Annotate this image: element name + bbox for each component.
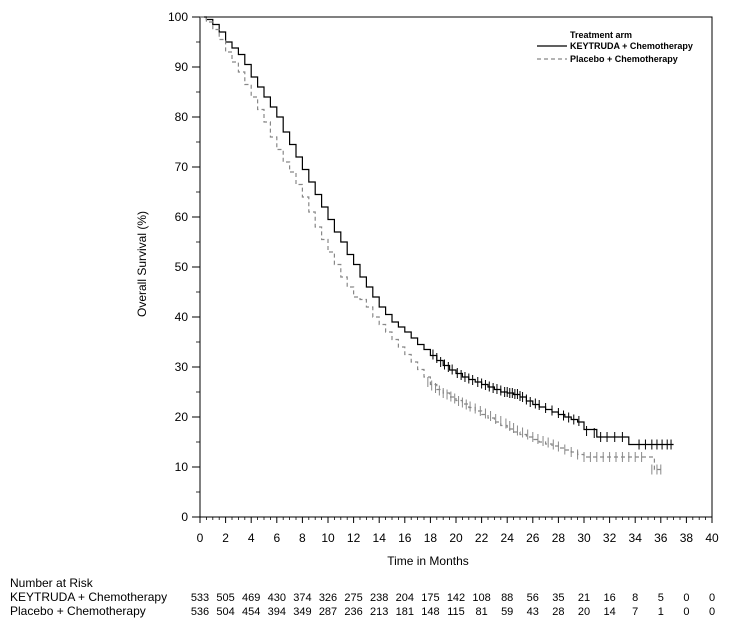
x-tick-label: 4 <box>248 531 255 545</box>
x-axis-label: Time in Months <box>387 554 469 568</box>
legend-title: Treatment arm <box>570 30 632 40</box>
risk-table-title: Number at Risk <box>10 576 93 590</box>
x-tick-label: 6 <box>273 531 280 545</box>
risk-value: 469 <box>242 592 261 604</box>
risk-value: 115 <box>447 606 465 618</box>
y-tick-label: 40 <box>175 310 189 324</box>
x-tick-label: 18 <box>424 531 438 545</box>
risk-row-label-keytruda: KEYTRUDA + Chemotherapy <box>10 590 168 604</box>
x-tick-label: 32 <box>603 531 617 545</box>
risk-value: 454 <box>242 606 261 618</box>
risk-value: 7 <box>632 606 639 618</box>
risk-value: 21 <box>577 592 591 604</box>
risk-value: 287 <box>318 606 338 618</box>
risk-value: 430 <box>267 592 286 604</box>
y-tick-label: 70 <box>175 160 189 174</box>
x-tick-label: 34 <box>629 531 643 545</box>
y-tick-label: 100 <box>168 10 188 24</box>
x-tick-label: 30 <box>577 531 591 545</box>
y-tick-label: 60 <box>175 210 189 224</box>
y-tick-label: 20 <box>175 410 189 424</box>
risk-value: 108 <box>472 592 491 604</box>
y-tick-label: 80 <box>175 110 189 124</box>
risk-value: 14 <box>603 606 616 618</box>
y-tick-label: 50 <box>175 260 189 274</box>
risk-value: 238 <box>370 592 389 604</box>
risk-value: 394 <box>267 606 286 618</box>
keytruda-survival-curve <box>200 16 674 446</box>
y-axis: 0 10 20 30 40 50 60 70 80 90 100 <box>168 10 200 524</box>
censor-layer <box>427 349 672 475</box>
risk-value: 28 <box>552 606 565 618</box>
risk-value: 16 <box>603 592 616 604</box>
x-axis: 0 2 4 6 8 10 12 14 16 18 20 22 24 26 28 30 32 34 36 38 40 <box>197 517 719 545</box>
risk-value: 56 <box>526 592 539 604</box>
x-tick-label: 36 <box>654 531 668 545</box>
x-tick-label: 2 <box>222 531 229 545</box>
risk-value: 142 <box>446 592 466 604</box>
y-axis-label: Overall Survival (%) <box>135 211 149 317</box>
risk-value: 505 <box>216 592 235 604</box>
risk-value: 204 <box>395 592 414 604</box>
risk-value: 8 <box>632 592 639 604</box>
risk-value: 20 <box>577 606 591 618</box>
x-tick-label: 28 <box>552 531 566 545</box>
risk-row-label-placebo: Placebo + Chemotherapy <box>10 604 146 618</box>
risk-value: 175 <box>421 592 440 604</box>
risk-value: 88 <box>501 592 514 604</box>
x-tick-label: 38 <box>680 531 694 545</box>
x-tick-label: 24 <box>501 531 515 545</box>
risk-value: 35 <box>552 592 565 604</box>
risk-value: 349 <box>293 606 312 618</box>
x-tick-label: 10 <box>321 531 335 545</box>
risk-value: 0 <box>708 606 716 618</box>
risk-value: 213 <box>370 606 389 618</box>
legend: Treatment arm KEYTRUDA + Chemotherapy Pl… <box>537 30 693 64</box>
x-tick-label: 20 <box>449 531 463 545</box>
risk-value: 5 <box>657 592 664 604</box>
x-tick-label: 22 <box>475 531 489 545</box>
x-tick-label: 26 <box>526 531 540 545</box>
y-tick-label: 10 <box>175 460 189 474</box>
risk-value: 1 <box>657 606 664 618</box>
risk-value: 148 <box>421 606 440 618</box>
x-tick-label: 40 <box>705 531 719 545</box>
y-tick-label: 30 <box>175 360 189 374</box>
x-tick-label: 12 <box>347 531 361 545</box>
risk-value: 0 <box>683 592 690 604</box>
risk-value: 43 <box>526 606 539 618</box>
risk-value: 536 <box>190 606 210 618</box>
y-tick-label: 90 <box>175 60 189 74</box>
legend-label-keytruda: KEYTRUDA + Chemotherapy <box>570 41 693 51</box>
risk-value: 275 <box>344 592 363 604</box>
risk-value: 81 <box>475 606 488 618</box>
risk-value: 59 <box>501 606 514 618</box>
risk-value: 236 <box>344 606 363 618</box>
x-tick-label: 8 <box>299 531 306 545</box>
risk-value: 0 <box>708 592 716 604</box>
y-tick-label: 0 <box>181 510 188 524</box>
risk-value: 326 <box>318 592 338 604</box>
x-tick-label: 16 <box>398 531 412 545</box>
risk-value: 181 <box>395 606 414 618</box>
legend-label-placebo: Placebo + Chemotherapy <box>570 54 678 64</box>
km-survival-chart: 0 2 4 6 8 10 12 14 16 18 20 22 24 26 28 30 32 34 36 38 40 01… <box>135 10 719 568</box>
risk-value: 374 <box>293 592 312 604</box>
risk-value: 533 <box>190 592 210 604</box>
risk-value: 504 <box>216 606 235 618</box>
plot-frame <box>199 16 713 518</box>
x-tick-label: 0 <box>197 531 204 545</box>
series-layer <box>200 16 674 471</box>
risk-value: 0 <box>683 606 690 618</box>
placebo-survival-curve <box>200 16 661 471</box>
x-tick-label: 14 <box>373 531 387 545</box>
